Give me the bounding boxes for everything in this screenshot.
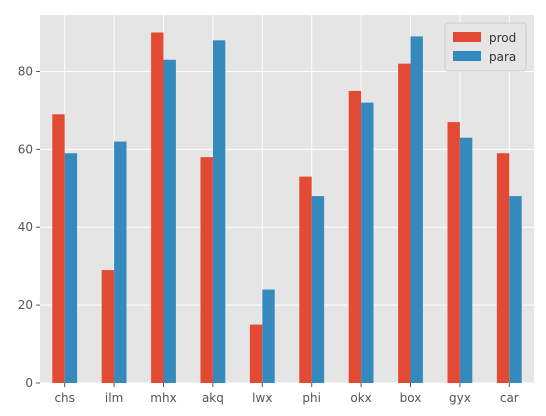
bar-prod-mhx [151,32,164,384]
bar-para-lwx [262,289,275,383]
x-tick-label: ilm [105,391,123,405]
bar-para-phi [311,196,325,383]
legend-swatch-para [453,51,481,61]
x-tick-label: lwx [252,391,272,405]
x-tick-label: gyx [449,391,471,405]
y-axis-ticks: 0 20 40 60 80 [18,64,40,390]
bar-para-chs [64,153,78,383]
bar-para-mhx [163,59,176,383]
bar-para-okx [361,102,374,383]
x-tick-label: akq [202,391,224,405]
x-tick-label: box [400,391,422,405]
legend-swatch-prod [453,32,481,42]
y-tick-label: 20 [18,298,33,312]
x-tick-label: car [500,391,519,405]
y-tick-label: 0 [25,376,33,390]
legend: prod para [444,22,527,72]
bars [52,32,522,384]
bar-para-box [410,36,423,383]
bar-para-car [509,196,522,383]
legend-label-prod: prod [489,31,516,45]
bar-prod-chs [52,114,65,384]
x-tick-label: chs [54,391,74,405]
bar-prod-lwx [249,324,263,383]
bar-para-ilm [114,141,127,383]
legend-label-para: para [489,50,516,64]
y-tick-label: 80 [18,64,33,78]
x-tick-label: mhx [150,391,176,405]
bar-prod-ilm [101,270,115,383]
bar-prod-phi [299,176,312,383]
bar-para-gyx [459,137,473,383]
bar-prod-box [398,63,411,384]
x-axis-ticks: chs ilm mhx akq lwx phi okx box gyx car [54,383,519,405]
bar-para-akq [212,40,226,384]
y-tick-label: 40 [18,220,33,234]
bar-prod-okx [348,90,362,383]
bar-prod-car [496,153,510,383]
x-tick-label: okx [350,391,371,405]
x-tick-label: phi [302,391,321,405]
y-tick-label: 60 [18,142,33,156]
bar-prod-gyx [447,122,460,383]
bar-prod-akq [200,157,213,383]
